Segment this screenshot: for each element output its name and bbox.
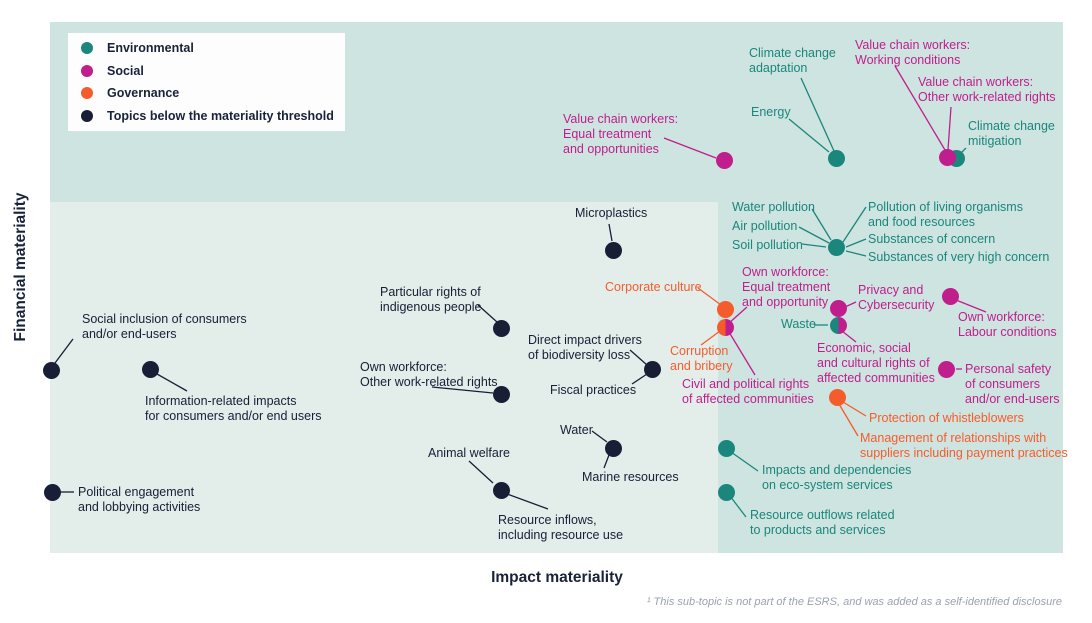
data-point-water-and-marine-resources: [604, 439, 622, 457]
point-label-resource-inflows: Resource inflows, including resource use: [498, 513, 624, 542]
point-label-value-chain-workers-working-conditions: Value chain workers: Working conditions: [855, 38, 971, 67]
point-label-pollution-of-living-organisms: Pollution of living organisms and food re…: [868, 200, 1023, 229]
point-label-animal-welfare: Animal welfare: [428, 446, 510, 460]
point-label-own-workforce-equal-treatment: Own workforce: Equal treatment and opportu…: [742, 265, 831, 309]
data-point-value-chain-workers-working-conditions: [938, 148, 956, 166]
legend-item-below: Topics below the materiality threshold: [81, 109, 345, 123]
data-point-political-engagement: [43, 483, 61, 501]
point-label-soil-pollution: Soil pollution: [732, 238, 803, 252]
point-label-impacts-and-dependencies-on-ecosystem-services: Impacts and dependencies on eco-system se…: [762, 463, 912, 492]
legend-label-governance: Governance: [107, 86, 180, 101]
point-label-particular-rights-of-indigenous-people: Particular rights of indigenous people: [380, 285, 482, 314]
point-label-energy: Energy: [751, 105, 791, 119]
point-label-social-inclusion-of-consumers: Social inclusion of consumers and/or end-…: [82, 312, 247, 341]
data-point-social-inclusion-of-consumers: [42, 361, 60, 379]
data-point-privacy-and-cybersecurity: [829, 299, 847, 317]
social-dot-icon: [81, 64, 93, 77]
data-point-own-workforce-other-work-related-rights: [492, 385, 510, 403]
legend-item-governance: Governance: [81, 86, 345, 100]
point-label-water: Water: [560, 423, 593, 437]
point-label-corporate-culture: Corporate culture: [605, 280, 702, 294]
point-label-value-chain-workers-other-rights: Value chain workers: Other work-related r…: [918, 75, 1056, 104]
data-point-corruption-and-civil-political-rights: [716, 318, 734, 336]
legend-label-social: Social: [107, 63, 144, 78]
region-above-impact-threshold-quadrant: [718, 202, 1063, 553]
data-point-pollution-cluster: [827, 238, 845, 256]
data-point-animal-welfare-and-resource-inflows: [492, 481, 510, 499]
governance-dot-icon: [81, 87, 93, 100]
data-point-information-related-impacts: [141, 360, 159, 378]
y-axis-label: Financial materiality: [12, 192, 29, 342]
point-label-air-pollution: Air pollution: [732, 219, 798, 233]
data-point-whistleblowers-and-supplier-relationships: [828, 388, 846, 406]
data-point-personal-safety-of-consumers: [937, 360, 955, 378]
environmental-dot-icon: [81, 42, 93, 55]
data-point-value-chain-workers-equal-treatment: [715, 151, 733, 169]
data-point-corporate-culture: [716, 300, 734, 318]
below-dot-icon: [81, 109, 93, 122]
point-label-corruption-and-bribery: Corruption and bribery: [670, 344, 733, 373]
legend-item-social: Social: [81, 64, 345, 78]
point-label-own-workforce-labour-conditions: Own workforce: Labour conditions: [958, 310, 1057, 339]
x-axis-label: Impact materiality: [491, 569, 623, 586]
point-label-civil-and-political-rights: Civil and political rights of affected co…: [682, 377, 814, 406]
data-point-microplastics: [604, 241, 622, 259]
data-point-resource-outflows: [717, 483, 735, 501]
point-label-waste: Waste: [781, 317, 816, 331]
point-label-water-pollution: Water pollution: [732, 200, 815, 214]
point-label-political-engagement: Political engagement and lobbying activit…: [78, 485, 201, 514]
point-label-resource-outflows: Resource outflows related to products and…: [750, 508, 895, 537]
legend-item-environmental: Environmental: [81, 41, 345, 55]
footnote: ¹ This sub-topic is not part of the ESRS…: [646, 596, 1062, 608]
point-label-marine-resources: Marine resources: [582, 470, 679, 484]
point-label-climate-change-mitigation: Climate change mitigation: [968, 119, 1055, 148]
data-point-biodiversity-loss-and-fiscal-practices: [643, 360, 661, 378]
point-label-fiscal-practices: Fiscal practices: [550, 383, 637, 397]
point-label-management-of-supplier-relationships: Management of relationships with supplier…: [860, 431, 1068, 460]
legend-label-environmental: Environmental: [107, 41, 194, 56]
point-label-substances-of-concern: Substances of concern: [868, 232, 996, 246]
point-label-economic-social-cultural-rights: Economic, social and cultural rights of af…: [817, 341, 935, 385]
legend: Environmental Social Governance Topics belo…: [68, 33, 345, 131]
point-label-protection-of-whistleblowers: Protection of whistleblowers: [869, 411, 1024, 425]
data-point-own-workforce-labour-conditions: [941, 287, 959, 305]
point-label-direct-impact-drivers-of-biodiversity-loss: Direct impact drivers of biodiversity los…: [528, 333, 642, 362]
point-label-value-chain-workers-equal-treatment: Value chain workers: Equal treatment and o…: [563, 112, 679, 156]
data-point-energy-and-climate-change-adaptation: [827, 149, 845, 167]
point-label-personal-safety-of-consumers: Personal safety of consumers and/or end-us…: [965, 362, 1060, 406]
point-label-microplastics: Microplastics: [575, 206, 648, 220]
data-point-impacts-and-dependencies-on-ecosystem-services: [717, 439, 735, 457]
data-point-waste-and-economic-social-cultural-rights: [829, 316, 847, 334]
point-label-own-workforce-other-work-related-rights: Own workforce: Other work-related rights: [360, 360, 498, 389]
data-point-particular-rights-of-indigenous-people: [492, 319, 510, 337]
point-label-climate-change-adaptation: Climate change adaptation: [749, 46, 836, 75]
point-label-information-related-impacts: Information-related impacts for consumers…: [145, 394, 322, 423]
point-label-privacy-and-cybersecurity: Privacy and Cybersecurity: [858, 283, 935, 312]
legend-label-below: Topics below the materiality threshold: [107, 108, 334, 123]
point-label-substances-of-very-high-concern: Substances of very high concern: [868, 250, 1050, 264]
